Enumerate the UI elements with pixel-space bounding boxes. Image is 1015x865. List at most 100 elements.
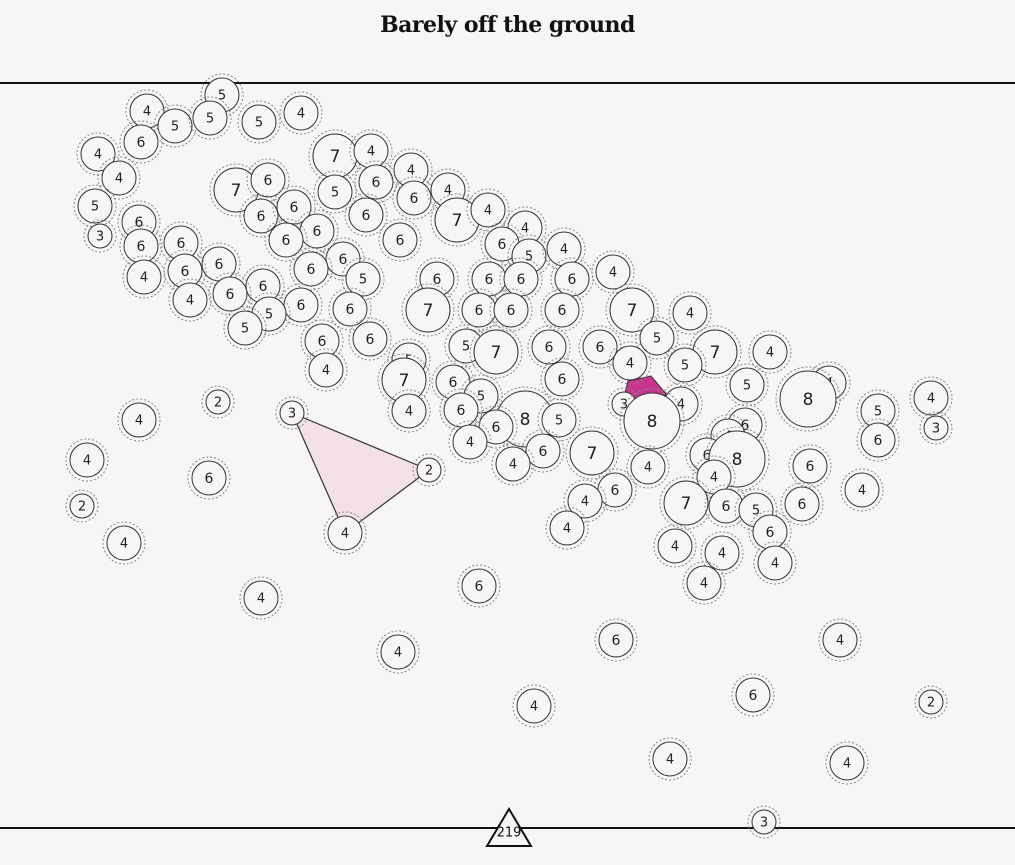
board-node[interactable]: 4	[239, 576, 283, 620]
node-circle[interactable]	[554, 261, 590, 297]
node-circle[interactable]	[582, 329, 618, 365]
node-circle[interactable]	[358, 164, 394, 200]
node-circle[interactable]	[913, 380, 949, 416]
node-circle[interactable]	[784, 486, 820, 522]
board-node[interactable]: 4	[626, 445, 670, 489]
node-circle[interactable]	[822, 622, 858, 658]
board-node[interactable]: 4	[117, 398, 161, 442]
node-circle[interactable]	[531, 329, 567, 365]
board-node[interactable]: 6	[378, 218, 422, 262]
node-circle[interactable]	[598, 622, 634, 658]
node-circle[interactable]	[101, 160, 137, 196]
board-node[interactable]: 3	[919, 411, 953, 445]
node-circle[interactable]	[345, 261, 381, 297]
node-circle[interactable]	[121, 402, 157, 438]
node-circle[interactable]	[382, 222, 418, 258]
node-circle[interactable]	[792, 448, 828, 484]
board-node[interactable]: 4	[753, 541, 797, 585]
board-node[interactable]: 6	[344, 193, 388, 237]
board-node[interactable]: 4	[700, 531, 744, 575]
node-circle[interactable]	[471, 261, 507, 297]
node-circle[interactable]	[201, 246, 237, 282]
board-node[interactable]: 7	[469, 325, 523, 379]
board-node[interactable]: 4	[304, 348, 348, 392]
node-circle[interactable]	[243, 580, 279, 616]
node-circle[interactable]	[276, 189, 312, 225]
node-circle[interactable]	[667, 347, 703, 383]
node-circle[interactable]	[672, 295, 708, 331]
board-node[interactable]: 5	[725, 363, 769, 407]
node-circle[interactable]	[308, 352, 344, 388]
board-node[interactable]: 7	[308, 129, 362, 183]
node-circle[interactable]	[268, 222, 304, 258]
node-circle[interactable]	[752, 514, 788, 550]
node-circle[interactable]	[779, 370, 837, 428]
board-node[interactable]: 4	[376, 630, 420, 674]
node-circle[interactable]	[279, 400, 305, 426]
board-node[interactable]: 6	[594, 618, 638, 662]
board-node[interactable]: 4	[279, 91, 323, 135]
node-circle[interactable]	[123, 124, 159, 160]
node-circle[interactable]	[241, 104, 277, 140]
node-circle[interactable]	[461, 568, 497, 604]
node-circle[interactable]	[327, 515, 363, 551]
node-circle[interactable]	[609, 287, 655, 333]
board-node[interactable]: 4	[591, 250, 635, 294]
node-circle[interactable]	[352, 321, 388, 357]
node-circle[interactable]	[283, 95, 319, 131]
board-node[interactable]: 4	[648, 737, 692, 781]
node-circle[interactable]	[630, 449, 666, 485]
board-node[interactable]: 2	[412, 453, 446, 487]
node-circle[interactable]	[729, 367, 765, 403]
node-circle[interactable]	[126, 259, 162, 295]
node-circle[interactable]	[380, 634, 416, 670]
node-circle[interactable]	[470, 192, 506, 228]
node-circle[interactable]	[757, 545, 793, 581]
node-circle[interactable]	[304, 323, 340, 359]
node-circle[interactable]	[597, 472, 633, 508]
board-node[interactable]: 5	[237, 100, 281, 144]
node-circle[interactable]	[663, 480, 709, 526]
board-node[interactable]: 6	[788, 444, 832, 488]
node-circle[interactable]	[473, 329, 519, 375]
node-circle[interactable]	[541, 402, 577, 438]
board-node[interactable]: 6	[208, 272, 252, 316]
node-circle[interactable]	[686, 565, 722, 601]
node-circle[interactable]	[391, 393, 427, 429]
node-circle[interactable]	[918, 689, 944, 715]
node-circle[interactable]	[612, 345, 648, 381]
board-node[interactable]: 7	[565, 426, 619, 480]
node-circle[interactable]	[443, 392, 479, 428]
board-node[interactable]: 6	[731, 673, 775, 717]
board-node[interactable]: 4	[466, 188, 510, 232]
board-node[interactable]: 6	[119, 120, 163, 164]
board-node[interactable]: 2	[914, 685, 948, 719]
node-circle[interactable]	[317, 174, 353, 210]
node-circle[interactable]	[546, 231, 582, 267]
node-circle[interactable]	[860, 422, 896, 458]
node-circle[interactable]	[191, 460, 227, 496]
board-node[interactable]: 6	[348, 317, 392, 361]
board-node[interactable]: 6	[187, 456, 231, 500]
node-circle[interactable]	[283, 287, 319, 323]
node-circle[interactable]	[452, 424, 488, 460]
board-node[interactable]: 4	[653, 524, 697, 568]
board-node[interactable]: 3	[83, 219, 117, 253]
node-circle[interactable]	[212, 276, 248, 312]
node-circle[interactable]	[544, 292, 580, 328]
node-circle[interactable]	[493, 292, 529, 328]
node-circle[interactable]	[708, 488, 744, 524]
node-circle[interactable]	[752, 334, 788, 370]
node-circle[interactable]	[525, 433, 561, 469]
board-node[interactable]: 6	[279, 283, 323, 327]
node-circle[interactable]	[348, 197, 384, 233]
board-node[interactable]: 4	[818, 618, 862, 662]
node-circle[interactable]	[69, 493, 95, 519]
board-node[interactable]: 6	[289, 247, 333, 291]
board-node[interactable]: 4	[825, 741, 869, 785]
node-circle[interactable]	[405, 287, 451, 333]
node-circle[interactable]	[167, 253, 203, 289]
node-circle[interactable]	[751, 809, 777, 835]
node-circle[interactable]	[569, 430, 615, 476]
